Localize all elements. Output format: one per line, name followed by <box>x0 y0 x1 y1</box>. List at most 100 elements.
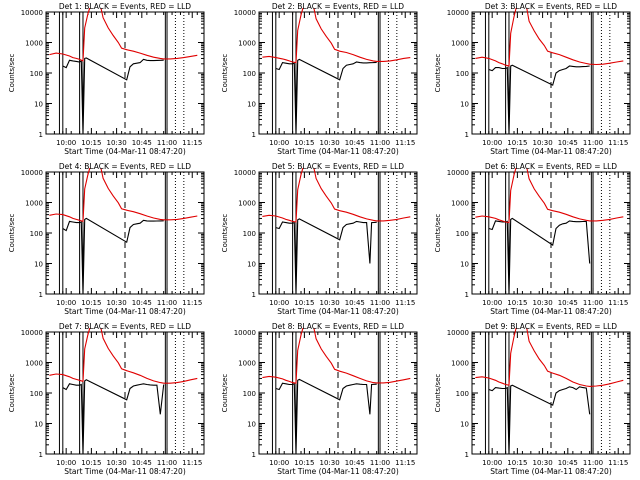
x-tick-label: 10:30 <box>107 139 127 147</box>
y-tick-label: 1 <box>252 291 256 299</box>
y-tick-label: 10000 <box>234 329 256 337</box>
panel-title: Det 1: BLACK = Events, RED = LLD <box>59 2 191 11</box>
x-tick-label: 11:00 <box>583 459 603 467</box>
panel-det-6: 1 10 100 1000 10000 10:00 10:15 10:30 10:45 11:00… <box>434 162 631 316</box>
y-tick-label: 1000 <box>451 200 469 208</box>
y-axis-label: Counts/sec <box>221 54 229 93</box>
x-tick-label: 10:15 <box>507 459 527 467</box>
x-tick-label: 10:30 <box>533 459 553 467</box>
panel-det-5: 1 10 100 1000 10000 10:00 10:15 10:30 10:45 11:00… <box>221 162 418 316</box>
y-tick-label: 1000 <box>25 360 43 368</box>
x-tick-label: 10:15 <box>507 299 527 307</box>
y-axis-label: Counts/sec <box>8 54 16 93</box>
y-tick-label: 1 <box>465 291 469 299</box>
x-tick-label: 10:30 <box>533 299 553 307</box>
x-tick-label: 10:15 <box>294 459 314 467</box>
y-tick-label: 10 <box>460 261 469 269</box>
y-tick-label: 10000 <box>447 9 469 17</box>
series-line-lld <box>475 168 624 224</box>
y-tick-label: 1 <box>39 451 43 459</box>
y-tick-label: 10000 <box>447 169 469 177</box>
panel-title: Det 2: BLACK = Events, RED = LLD <box>272 2 404 11</box>
x-tick-label: 11:15 <box>182 299 202 307</box>
x-tick-label: 10:00 <box>56 299 76 307</box>
series-line-events <box>275 218 377 294</box>
y-tick-label: 1 <box>252 451 256 459</box>
y-tick-label: 100 <box>243 70 256 78</box>
y-tick-label: 100 <box>30 230 43 238</box>
x-tick-label: 11:00 <box>370 459 390 467</box>
series-line-events <box>62 217 164 294</box>
x-tick-label: 10:45 <box>345 459 365 467</box>
y-tick-label: 1 <box>465 451 469 459</box>
y-tick-label: 1000 <box>238 40 256 48</box>
x-tick-label: 11:15 <box>608 459 628 467</box>
series-line-lld <box>49 328 198 384</box>
x-tick-label: 11:00 <box>157 139 177 147</box>
y-tick-label: 1 <box>39 131 43 139</box>
x-tick-label: 11:15 <box>395 299 415 307</box>
panel-title: Det 7: BLACK = Events, RED = LLD <box>59 322 191 331</box>
y-tick-label: 10000 <box>21 169 43 177</box>
series-line-lld <box>49 8 198 62</box>
x-tick-label: 11:00 <box>583 299 603 307</box>
x-axis-label: Start Time (04-Mar-11 08:47:20) <box>277 147 399 156</box>
x-axis-label: Start Time (04-Mar-11 08:47:20) <box>277 307 399 316</box>
x-tick-label: 11:15 <box>182 459 202 467</box>
y-tick-label: 100 <box>243 230 256 238</box>
y-tick-label: 10000 <box>21 9 43 17</box>
y-tick-label: 10 <box>34 421 43 429</box>
x-axis-label: Start Time (04-Mar-11 08:47:20) <box>490 467 612 476</box>
x-tick-label: 11:15 <box>395 459 415 467</box>
panel-det-4: 1 10 100 1000 10000 10:00 10:15 10:30 10:45 11:00… <box>8 162 205 316</box>
x-tick-label: 10:15 <box>507 139 527 147</box>
y-tick-label: 10000 <box>234 9 256 17</box>
x-tick-label: 10:45 <box>558 459 578 467</box>
x-tick-label: 10:45 <box>132 459 152 467</box>
series-line-lld <box>49 168 198 223</box>
series-line-events <box>488 217 591 294</box>
x-tick-label: 10:45 <box>132 299 152 307</box>
series-line-events <box>275 378 377 454</box>
panel-det-3: 1 10 100 1000 10000 10:00 10:15 10:30 10:45 11:00… <box>434 2 631 156</box>
panel-det-2: 1 10 100 1000 10000 10:00 10:15 10:30 10:45 11:00… <box>221 2 418 156</box>
y-tick-label: 1000 <box>238 200 256 208</box>
x-tick-label: 11:15 <box>608 299 628 307</box>
series-line-events <box>488 384 591 454</box>
panel-det-1: 1 10 100 1000 10000 10:00 10:15 10:30 10:45 11:00… <box>8 2 205 156</box>
series-line-lld <box>262 8 411 64</box>
y-tick-label: 100 <box>243 390 256 398</box>
y-axis-label: Counts/sec <box>8 374 16 413</box>
x-tick-label: 10:45 <box>132 139 152 147</box>
x-axis-label: Start Time (04-Mar-11 08:47:20) <box>64 307 186 316</box>
y-axis-label: Counts/sec <box>221 374 229 413</box>
y-tick-label: 10 <box>460 101 469 109</box>
series-line-events <box>275 58 377 134</box>
y-axis-label: Counts/sec <box>434 374 442 413</box>
y-tick-label: 1000 <box>451 360 469 368</box>
y-tick-label: 1 <box>252 131 256 139</box>
y-axis-label: Counts/sec <box>434 54 442 93</box>
y-tick-label: 1 <box>39 291 43 299</box>
x-tick-label: 10:00 <box>269 299 289 307</box>
x-tick-label: 10:45 <box>558 139 578 147</box>
panel-title: Det 8: BLACK = Events, RED = LLD <box>272 322 404 331</box>
series-line-events <box>62 379 165 454</box>
y-tick-label: 10000 <box>234 169 256 177</box>
x-tick-label: 10:30 <box>320 459 340 467</box>
panel-det-8: 1 10 100 1000 10000 10:00 10:15 10:30 10:45 11:00… <box>221 322 418 476</box>
x-axis-label: Start Time (04-Mar-11 08:47:20) <box>490 147 612 156</box>
y-axis-label: Counts/sec <box>434 214 442 253</box>
y-tick-label: 1000 <box>25 200 43 208</box>
x-tick-label: 10:00 <box>269 139 289 147</box>
x-tick-label: 10:15 <box>81 299 101 307</box>
y-tick-label: 100 <box>30 390 43 398</box>
x-tick-label: 10:30 <box>320 139 340 147</box>
x-tick-label: 10:45 <box>345 299 365 307</box>
x-tick-label: 11:00 <box>157 459 177 467</box>
x-tick-label: 10:30 <box>107 459 127 467</box>
x-tick-label: 11:00 <box>370 299 390 307</box>
y-tick-label: 1000 <box>451 40 469 48</box>
panel-title: Det 4: BLACK = Events, RED = LLD <box>59 162 191 171</box>
